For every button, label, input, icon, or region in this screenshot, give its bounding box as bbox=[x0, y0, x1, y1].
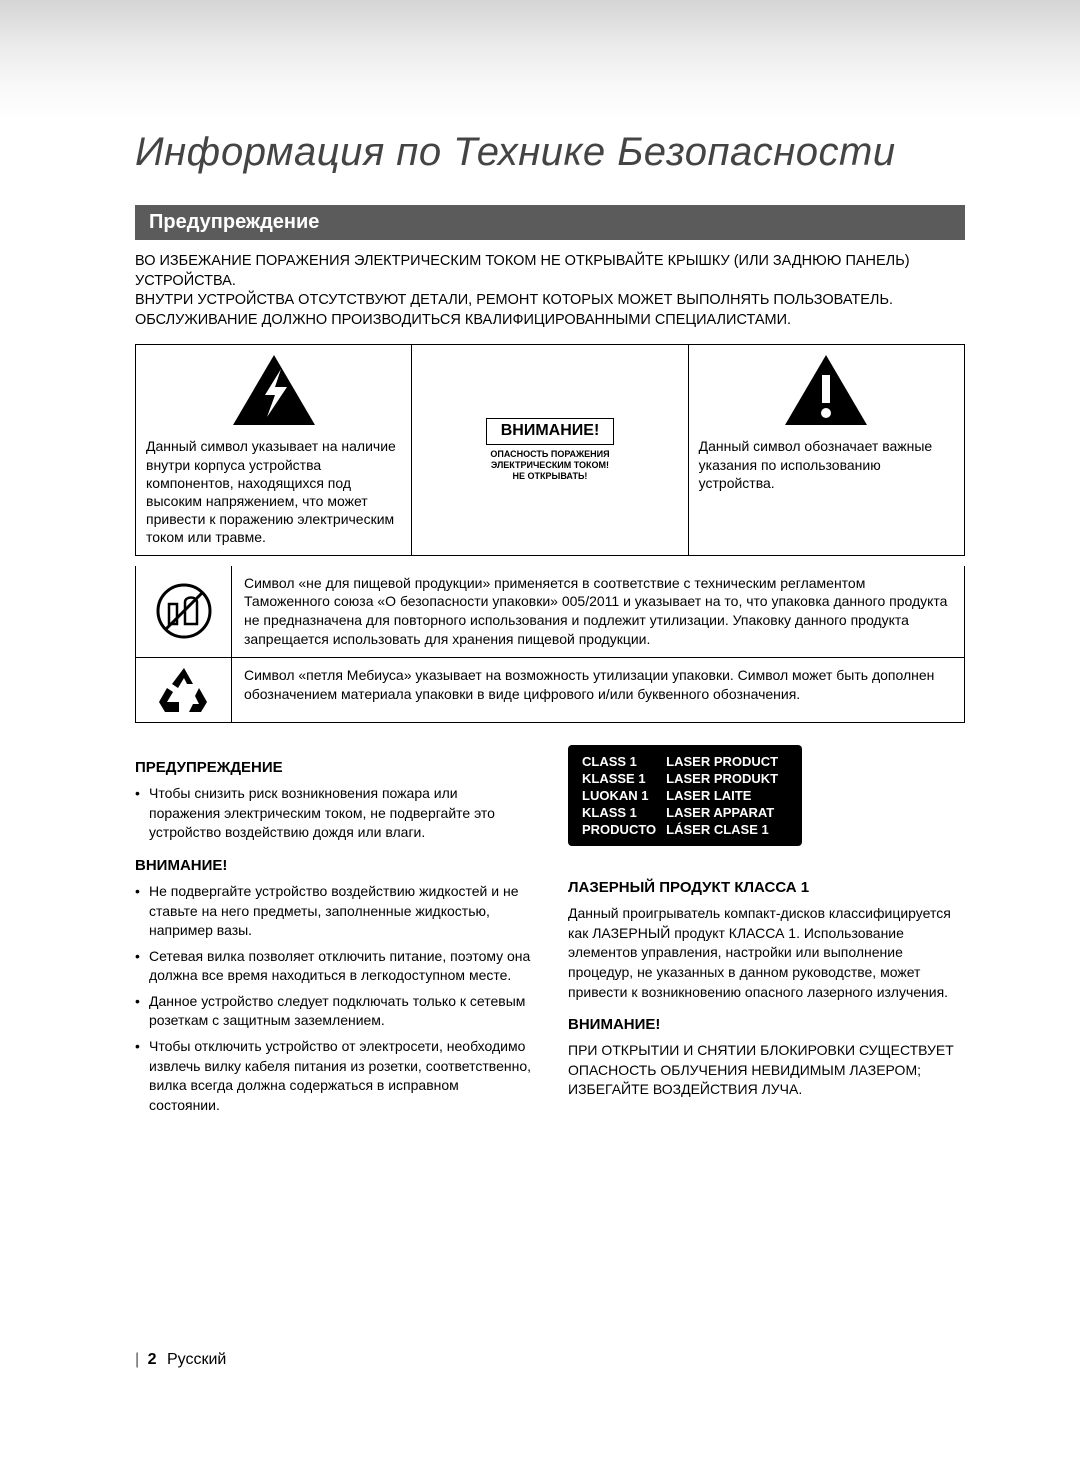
info-symbol-text: Данный символ обозначает важные указания… bbox=[699, 437, 954, 492]
caution-label: ВНИМАНИЕ! bbox=[486, 418, 615, 445]
laser-cell: PRODUCTO bbox=[582, 821, 666, 838]
right-column: CLASS 1LASER PRODUCT KLASSE 1LASER PRODU… bbox=[568, 745, 965, 1121]
right-h2: ВНИМАНИЕ! bbox=[568, 1016, 965, 1033]
caution-line3: НЕ ОТКРЫВАТЬ! bbox=[422, 471, 677, 482]
laser-cell: LASER LAITE bbox=[666, 787, 788, 804]
laser-cell: LASER PRODUCT bbox=[666, 753, 788, 770]
left-bullet-1: Чтобы снизить риск возникновения пожара … bbox=[135, 784, 532, 843]
info-symbol-cell: Данный символ обозначает важные указания… bbox=[688, 345, 964, 555]
bolt-triangle-icon bbox=[231, 353, 317, 427]
exclaim-triangle-icon bbox=[783, 353, 869, 427]
symbol-panel: Данный символ указывает на наличие внутр… bbox=[135, 344, 965, 555]
two-column-section: ПРЕДУПРЕЖДЕНИЕ Чтобы снизить риск возник… bbox=[135, 745, 965, 1121]
intro-warning-text: ВО ИЗБЕЖАНИЕ ПОРАЖЕНИЯ ЭЛЕКТРИЧЕСКИМ ТОК… bbox=[135, 252, 965, 330]
footer-language: Русский bbox=[167, 1351, 226, 1368]
caution-line2: ЭЛЕКТРИЧЕСКИМ ТОКОМ! bbox=[422, 460, 677, 471]
recycle-symbol-row: Символ «петля Мебиуса» указывает на возм… bbox=[135, 658, 965, 723]
list-item: Сетевая вилка позволяет отключить питани… bbox=[135, 947, 532, 986]
footer-separator: | bbox=[135, 1351, 139, 1368]
laser-cell: LÁSER CLASE 1 bbox=[666, 821, 788, 838]
page-title: Информация по Технике Безопасности bbox=[135, 130, 965, 175]
recycle-text: Символ «петля Мебиуса» указывает на возм… bbox=[232, 658, 964, 722]
shock-symbol-cell: Данный символ указывает на наличие внутр… bbox=[136, 345, 412, 555]
no-food-text: Символ «не для пищевой продукции» примен… bbox=[232, 566, 964, 658]
warning-heading-bar: Предупреждение bbox=[135, 205, 965, 240]
caution-line1: ОПАСНОСТЬ ПОРАЖЕНИЯ bbox=[422, 449, 677, 460]
caution-center-cell: ВНИМАНИЕ! ОПАСНОСТЬ ПОРАЖЕНИЯ ЭЛЕКТРИЧЕС… bbox=[412, 345, 688, 555]
laser-cell: LUOKAN 1 bbox=[582, 787, 666, 804]
laser-cell: CLASS 1 bbox=[582, 753, 666, 770]
no-food-icon bbox=[136, 566, 232, 658]
page-content: Информация по Технике Безопасности Преду… bbox=[0, 130, 1080, 1121]
list-item: Данное устройство следует подключать тол… bbox=[135, 992, 532, 1031]
laser-cell: KLASSE 1 bbox=[582, 770, 666, 787]
laser-cell: LASER PRODUKT bbox=[666, 770, 788, 787]
left-h1: ПРЕДУПРЕЖДЕНИЕ bbox=[135, 759, 532, 776]
left-h2: ВНИМАНИЕ! bbox=[135, 857, 532, 874]
right-h1: ЛАЗЕРНЫЙ ПРОДУКТ КЛАССА 1 bbox=[568, 879, 965, 896]
laser-cell: LASER APPARAT bbox=[666, 804, 788, 821]
page-footer: | 2 Русский bbox=[135, 1351, 226, 1369]
laser-class-label: CLASS 1LASER PRODUCT KLASSE 1LASER PRODU… bbox=[568, 745, 802, 846]
list-item: Чтобы отключить устройство от электросет… bbox=[135, 1037, 532, 1115]
list-item: Не подвергайте устройство воздействию жи… bbox=[135, 882, 532, 941]
left-column: ПРЕДУПРЕЖДЕНИЕ Чтобы снизить риск возник… bbox=[135, 745, 532, 1121]
left-bullets-2: Не подвергайте устройство воздействию жи… bbox=[135, 882, 532, 1116]
no-food-symbol-row: Символ «не для пищевой продукции» примен… bbox=[135, 566, 965, 659]
shock-symbol-text: Данный символ указывает на наличие внутр… bbox=[146, 437, 401, 546]
laser-cell: KLASS 1 bbox=[582, 804, 666, 821]
page-number: 2 bbox=[148, 1351, 157, 1368]
manual-page: Информация по Технике Безопасности Преду… bbox=[0, 0, 1080, 1479]
header-gradient bbox=[0, 0, 1080, 120]
recycle-icon bbox=[136, 658, 232, 722]
right-p2: ПРИ ОТКРЫТИИ И СНЯТИИ БЛОКИРОВКИ СУЩЕСТВ… bbox=[568, 1041, 965, 1100]
right-p1: Данный проигрыватель компакт-дисков клас… bbox=[568, 904, 965, 1002]
